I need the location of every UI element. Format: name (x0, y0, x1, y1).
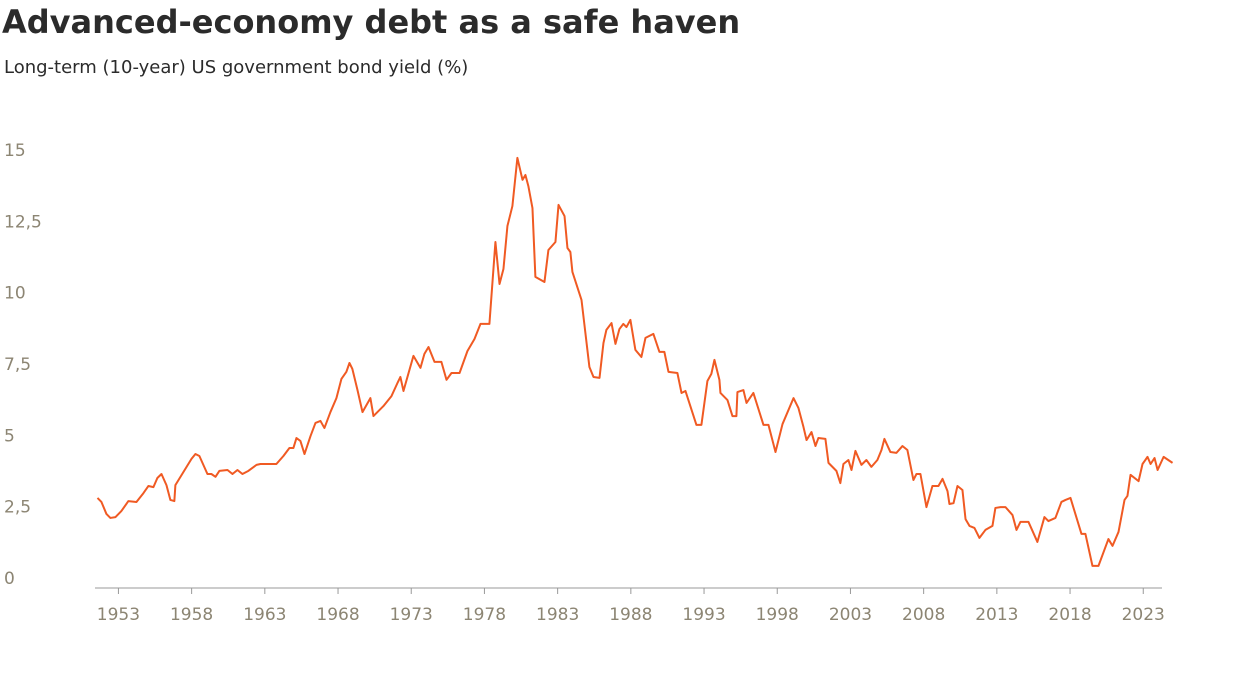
x-tick-label: 1998 (756, 605, 799, 625)
y-tick-label: 15 (4, 141, 26, 161)
x-tick-label: 2008 (902, 605, 945, 625)
x-tick-label: 1973 (390, 605, 433, 625)
y-tick-label: 2,5 (4, 498, 31, 518)
x-tick-label: 1978 (463, 605, 506, 625)
y-tick-label: 0 (4, 569, 15, 589)
x-tick-label: 1963 (243, 605, 286, 625)
data-line (96, 156, 1174, 567)
y-tick-label: 5 (4, 426, 15, 446)
x-tick-label: 2013 (975, 605, 1018, 625)
x-tick-label: 1968 (316, 605, 359, 625)
x-tick-label: 2003 (829, 605, 872, 625)
y-tick-label: 10 (4, 284, 26, 304)
chart-subtitle: Long-term (10-year) US government bond y… (4, 57, 468, 78)
y-tick-label: 12,5 (4, 212, 42, 232)
x-tick-label: 1983 (536, 605, 579, 625)
x-tick-label: 1993 (682, 605, 725, 625)
x-tick-label: 1988 (609, 605, 652, 625)
chart-title: Advanced-economy debt as a safe haven (2, 3, 740, 41)
x-tick-label: 1953 (97, 605, 140, 625)
y-tick-label: 7,5 (4, 355, 31, 375)
x-tick-label: 1958 (170, 605, 213, 625)
x-tick-label: 2023 (1122, 605, 1165, 625)
x-tick-label: 2018 (1048, 605, 1091, 625)
